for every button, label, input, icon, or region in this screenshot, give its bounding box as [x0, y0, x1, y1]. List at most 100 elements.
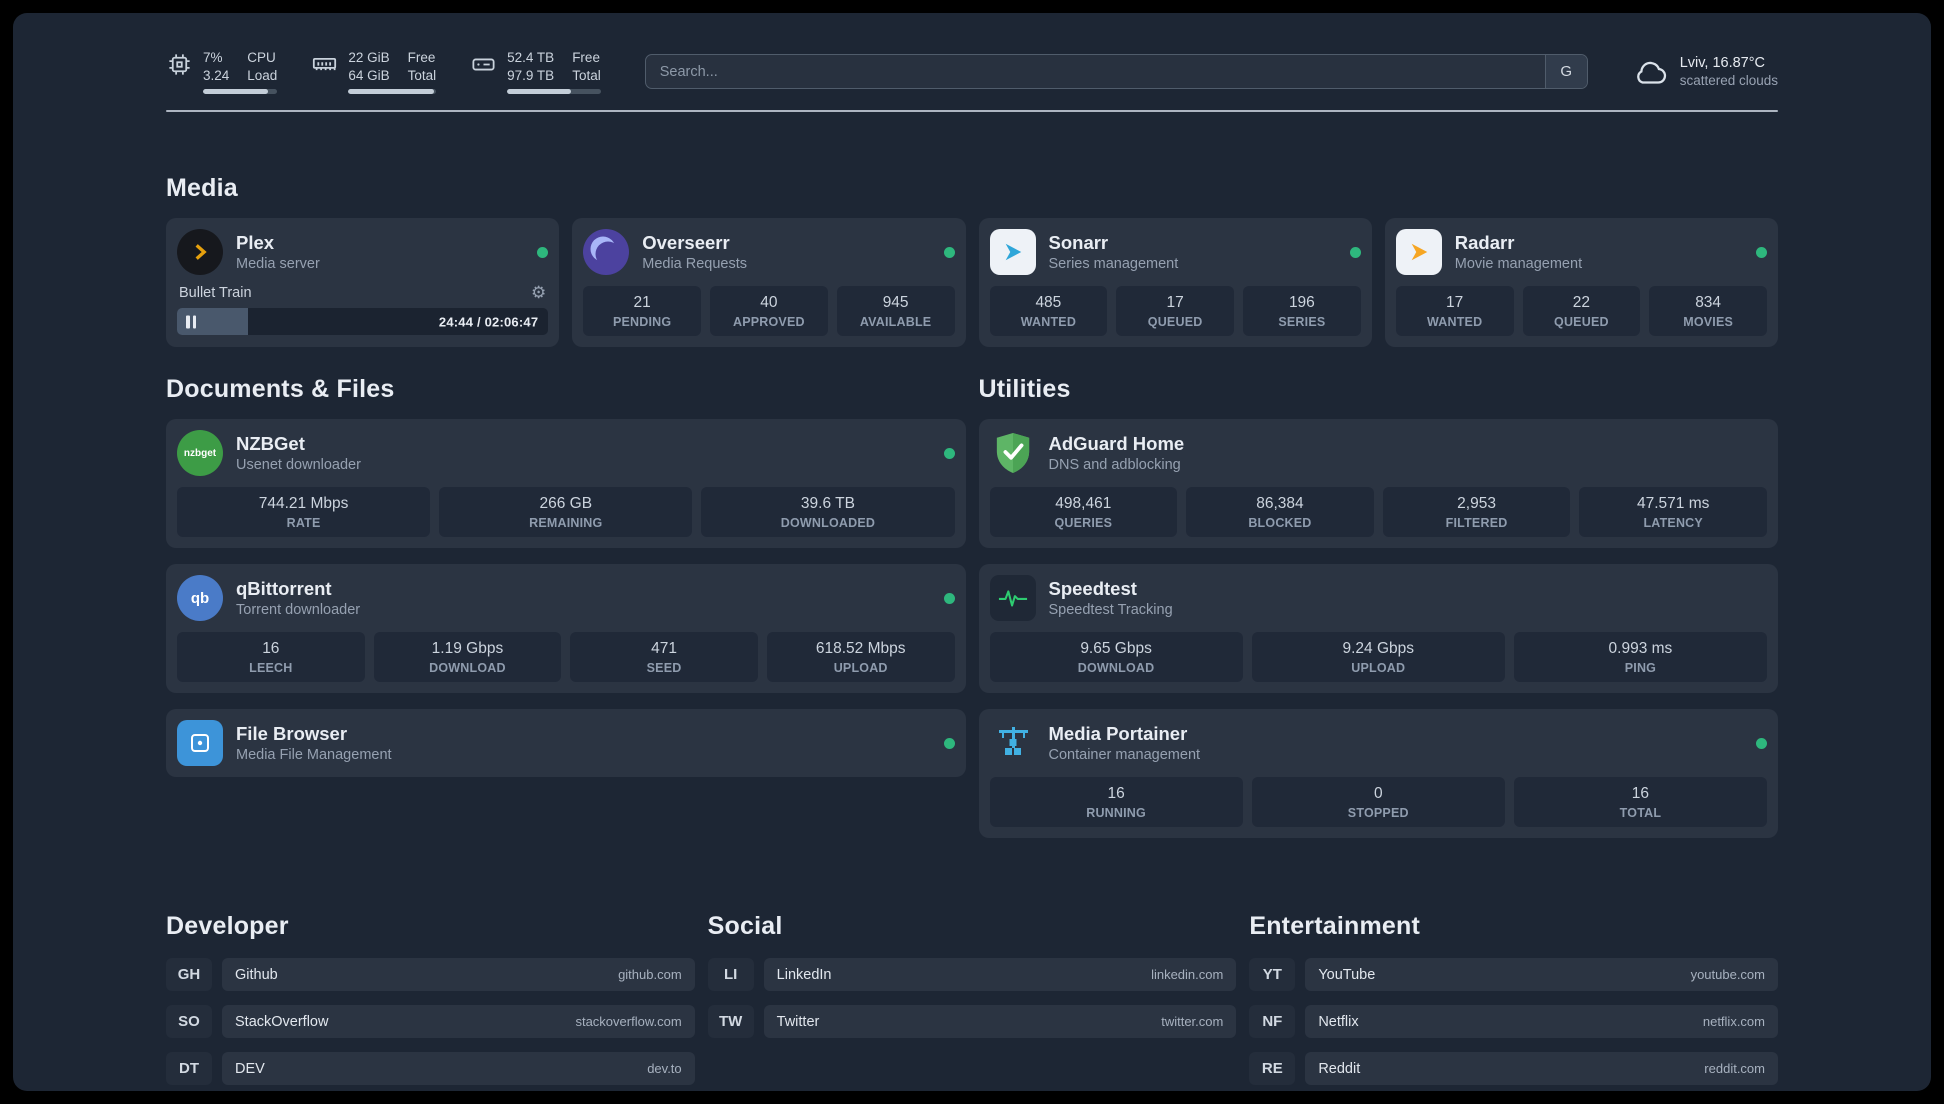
disk-icon: [472, 58, 495, 71]
bookmark-link[interactable]: Netflix netflix.com: [1305, 1005, 1778, 1039]
stat-pending: 21 PENDING: [583, 286, 701, 337]
bookmark-netflix: NF Netflix netflix.com: [1249, 1005, 1778, 1039]
bookmark-abbr[interactable]: NF: [1249, 1005, 1296, 1039]
search-bar[interactable]: G: [644, 54, 1588, 90]
stat-wanted: 485 WANTED: [989, 286, 1108, 337]
app-card-nzbget[interactable]: nzbget NZBGet Usenet downloader 744.21 M…: [166, 419, 966, 549]
ram-total-label: Total: [407, 67, 437, 83]
app-card-qbittorrent[interactable]: qb qBittorrent Torrent downloader 16 LEE…: [166, 564, 966, 694]
app-name: Overseerr: [642, 232, 730, 254]
stat-upload: 9.24 Gbps UPLOAD: [1251, 632, 1505, 683]
bookmark-abbr[interactable]: DT: [166, 1052, 212, 1086]
section-title-social: Social: [707, 912, 783, 941]
cloud-icon: [1636, 61, 1666, 84]
disk-progress-bar: [507, 89, 601, 95]
app-name: NZBGet: [236, 433, 305, 455]
stat-seed: 471 SEED: [570, 632, 758, 683]
plex-icon: [177, 229, 223, 276]
gear-icon[interactable]: ⚙: [531, 283, 547, 303]
cpu-label: CPU: [247, 50, 276, 65]
dashboard: 7% 3.24 CPU Load: [13, 13, 1931, 1091]
bookmark-link[interactable]: StackOverflow stackoverflow.com: [222, 1005, 695, 1039]
app-card-sonarr[interactable]: Sonarr Series management 485 WANTED 17 Q…: [978, 218, 1372, 348]
status-dot: [943, 592, 955, 604]
bookmark-link[interactable]: Twitter twitter.com: [763, 1005, 1237, 1039]
bookmark-twitter: TW Twitter twitter.com: [707, 1005, 1237, 1039]
weather-widget: Lviv, 16.87°C scattered clouds: [1632, 54, 1778, 90]
status-dot: [943, 737, 955, 749]
app-name: Media Portainer: [1048, 723, 1188, 745]
bookmark-link[interactable]: YouTube youtube.com: [1305, 958, 1778, 992]
disk-total-value: 97.9 TB: [507, 67, 555, 83]
stat-available: 945 AVAILABLE: [836, 286, 955, 337]
ram-free-value: 22 GiB: [348, 50, 390, 65]
section-title-developer: Developer: [166, 912, 289, 941]
bookmark-link[interactable]: DEV dev.to: [222, 1052, 695, 1086]
stat-queued: 22 QUEUED: [1522, 286, 1641, 337]
stat-ping: 0.993 ms PING: [1513, 632, 1768, 683]
app-subtitle: DNS and adblocking: [1048, 457, 1181, 474]
app-card-adguard[interactable]: AdGuard Home DNS and adblocking 498,461 …: [978, 419, 1778, 549]
radarr-icon: [1395, 229, 1442, 276]
app-subtitle: Usenet downloader: [236, 457, 361, 474]
bookmark-link[interactable]: Reddit reddit.com: [1305, 1052, 1778, 1086]
cpu-progress-bar: [203, 89, 278, 95]
cpu-load-label: Load: [247, 67, 278, 83]
search-input[interactable]: [645, 55, 1545, 89]
bookmark-abbr[interactable]: TW: [707, 1005, 754, 1039]
storage-widget: 52.4 TB 97.9 TB Free Total: [470, 49, 601, 95]
app-card-filebrowser[interactable]: File Browser Media File Management: [166, 709, 966, 778]
system-widgets: 7% 3.24 CPU Load: [166, 49, 601, 95]
app-name: AdGuard Home: [1048, 433, 1185, 455]
search-provider-button[interactable]: G: [1544, 55, 1587, 89]
cpu-load-value: 3.24: [203, 67, 230, 83]
app-card-portainer[interactable]: Media Portainer Container management 16 …: [978, 709, 1778, 839]
pause-icon[interactable]: [186, 315, 196, 329]
app-card-plex[interactable]: Plex Media server Bullet Train ⚙: [166, 218, 560, 348]
stat-download: 9.65 Gbps DOWNLOAD: [989, 632, 1243, 683]
bookmark-abbr[interactable]: LI: [707, 958, 754, 992]
app-card-overseerr[interactable]: Overseerr Media Requests 21 PENDING 40 A…: [572, 218, 966, 348]
section-title-media: Media: [166, 174, 238, 203]
speedtest-icon: [989, 575, 1036, 622]
bookmark-link[interactable]: Github github.com: [222, 958, 695, 992]
app-subtitle: Torrent downloader: [236, 602, 361, 619]
stat-queued: 17 QUEUED: [1116, 286, 1234, 337]
top-bar: 7% 3.24 CPU Load: [166, 49, 1778, 95]
cpu-icon: [169, 54, 190, 75]
status-dot: [1756, 246, 1767, 258]
cpu-widget: 7% 3.24 CPU Load: [166, 49, 278, 95]
bookmark-linkedin: LI LinkedIn linkedin.com: [707, 958, 1237, 992]
disk-total-label: Total: [572, 67, 601, 83]
stat-running: 16 RUNNING: [989, 777, 1243, 828]
app-card-radarr[interactable]: Radarr Movie management 17 WANTED 22 QUE…: [1384, 218, 1778, 348]
section-title-documents: Documents & Files: [166, 375, 395, 404]
app-subtitle: Speedtest Tracking: [1048, 602, 1173, 619]
stat-filtered: 2,953 FILTERED: [1382, 487, 1571, 538]
bookmark-youtube: YT YouTube youtube.com: [1249, 958, 1778, 992]
status-dot: [943, 246, 955, 258]
app-subtitle: Movie management: [1454, 256, 1583, 273]
status-dot: [1756, 737, 1767, 749]
bookmark-stackoverflow: SO StackOverflow stackoverflow.com: [166, 1005, 695, 1039]
plex-now-playing: Bullet Train ⚙ 24:44 / 02:06:47: [177, 283, 549, 336]
stat-stopped: 0 STOPPED: [1251, 777, 1505, 828]
bookmark-abbr[interactable]: YT: [1249, 958, 1296, 992]
app-card-speedtest[interactable]: Speedtest Speedtest Tracking 9.65 Gbps D…: [978, 564, 1778, 694]
app-name: Radarr: [1454, 232, 1515, 254]
playback-progress-bar[interactable]: 24:44 / 02:06:47: [177, 308, 549, 336]
ram-total-value: 64 GiB: [348, 67, 390, 83]
stat-movies: 834 MOVIES: [1649, 286, 1767, 337]
status-dot: [1349, 246, 1361, 258]
stat-approved: 40 APPROVED: [710, 286, 828, 337]
app-subtitle: Media server: [236, 256, 320, 273]
stat-blocked: 86,384 BLOCKED: [1186, 487, 1374, 538]
bookmark-dev: DT DEV dev.to: [166, 1052, 695, 1086]
bookmark-abbr[interactable]: RE: [1249, 1052, 1296, 1086]
adguard-icon: [990, 430, 1036, 476]
disk-free-label: Free: [572, 50, 600, 65]
bookmark-abbr[interactable]: GH: [166, 958, 212, 992]
status-dot: [537, 246, 549, 258]
bookmark-abbr[interactable]: SO: [166, 1005, 212, 1039]
bookmark-link[interactable]: LinkedIn linkedin.com: [763, 958, 1237, 992]
